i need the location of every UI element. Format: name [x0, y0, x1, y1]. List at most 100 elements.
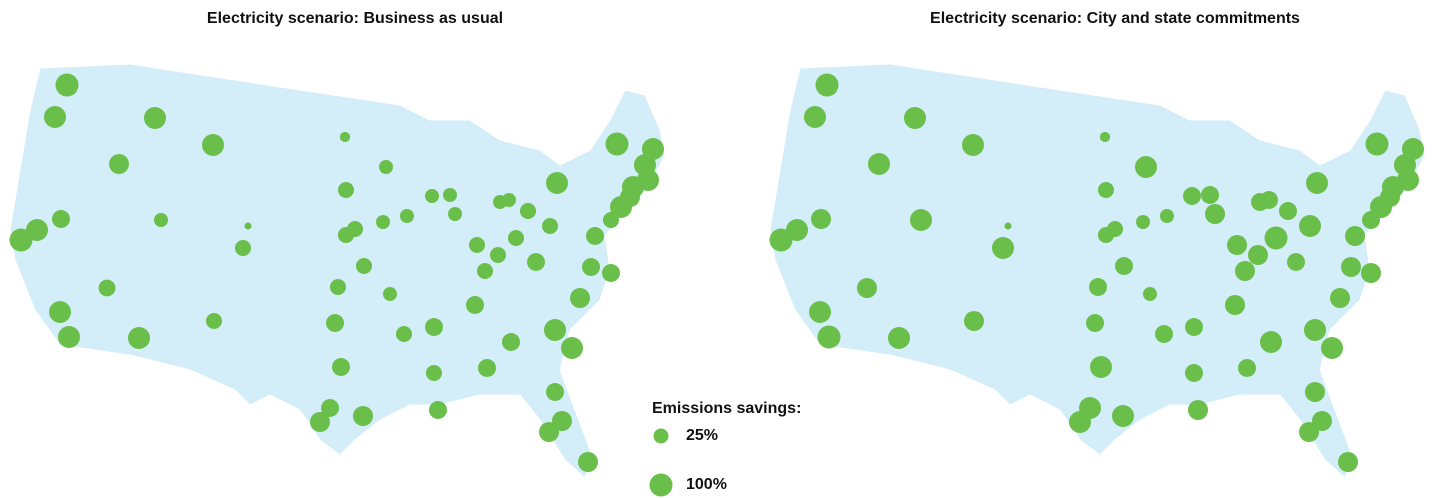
site-bubble — [1312, 411, 1332, 431]
site-bubble — [903, 106, 927, 130]
legend-bubble — [653, 428, 669, 444]
site-bubble — [991, 236, 1015, 260]
site-bubble — [476, 262, 494, 280]
site-bubble — [52, 210, 70, 228]
legend-label: 25% — [686, 427, 718, 444]
site-bubble — [539, 422, 559, 442]
site-bubble — [552, 411, 572, 431]
site-bubble — [244, 222, 252, 230]
site-bubble — [466, 296, 484, 314]
site-bubble — [337, 226, 355, 244]
site-bubble — [1320, 336, 1344, 360]
site-bubble — [605, 132, 629, 156]
site-bubble — [448, 207, 462, 221]
site-bubble — [478, 359, 496, 377]
site-bubble — [1097, 181, 1115, 199]
site-bubble — [379, 160, 393, 174]
site-bubble — [1201, 186, 1219, 204]
site-bubble — [1264, 226, 1288, 250]
site-bubble — [1259, 330, 1283, 354]
site-bubble — [1205, 204, 1225, 224]
site-bubble — [201, 133, 225, 157]
site-bubble — [519, 202, 537, 220]
site-bubble — [1298, 214, 1322, 238]
site-bubble — [867, 152, 891, 176]
site-bubble — [400, 209, 414, 223]
site-bubble — [1097, 226, 1115, 244]
site-bubble — [578, 452, 598, 472]
site-bubble — [425, 364, 443, 382]
site-bubble — [55, 73, 79, 97]
site-bubble — [1086, 314, 1104, 332]
site-bubble — [560, 336, 584, 360]
site-bubble — [507, 229, 525, 247]
site-bubble — [769, 228, 793, 252]
site-bubble — [582, 258, 600, 276]
site-bubble — [1248, 245, 1268, 265]
site-bubble — [1341, 257, 1361, 277]
site-bubble — [1111, 404, 1135, 428]
site-bubble — [1303, 318, 1327, 342]
site-bubble — [546, 383, 564, 401]
site-bubble — [541, 217, 559, 235]
site-bubble — [1305, 171, 1329, 195]
site-bubble — [1365, 132, 1389, 156]
site-bubble — [376, 215, 390, 229]
site-bubble — [1155, 325, 1173, 343]
site-bubble — [443, 188, 457, 202]
site-bubble — [310, 412, 330, 432]
site-bubble — [502, 333, 520, 351]
site-bubble — [857, 278, 877, 298]
site-bubble — [1361, 263, 1381, 283]
site-bubble — [1136, 215, 1150, 229]
site-bubble — [43, 105, 67, 129]
site-bubble — [1279, 202, 1297, 220]
site-bubble — [143, 106, 167, 130]
site-bubble — [329, 278, 347, 296]
site-bubble — [1330, 288, 1350, 308]
map-title: Electricity scenario: City and state com… — [930, 10, 1300, 27]
site-bubble — [1225, 295, 1245, 315]
site-bubble — [425, 189, 439, 203]
site-bubble — [1305, 382, 1325, 402]
site-bubble — [339, 131, 351, 143]
site-bubble — [332, 358, 350, 376]
site-bubble — [543, 318, 567, 342]
site-bubble — [1345, 226, 1365, 246]
site-bubble — [815, 73, 839, 97]
site-bubble — [395, 325, 413, 343]
site-bubble — [887, 326, 911, 350]
site-bubble — [109, 154, 129, 174]
site-bubble — [609, 195, 633, 219]
site-bubble — [570, 288, 590, 308]
site-bubble — [1004, 222, 1012, 230]
site-bubble — [602, 264, 620, 282]
site-bubble — [1227, 235, 1247, 255]
site-bubble — [234, 239, 252, 257]
site-bubble — [1068, 410, 1092, 434]
site-bubble — [1260, 191, 1278, 209]
site-bubble — [468, 236, 486, 254]
legend-bubble — [649, 473, 673, 497]
legend-title: Emissions savings: — [652, 400, 801, 417]
site-bubble — [1134, 155, 1158, 179]
site-bubble — [425, 318, 443, 336]
site-bubble — [429, 401, 447, 419]
site-bubble — [326, 314, 344, 332]
site-bubble — [154, 213, 168, 227]
site-bubble — [9, 228, 33, 252]
site-bubble — [1099, 131, 1111, 143]
site-bubble — [1235, 261, 1255, 281]
site-bubble — [57, 325, 81, 349]
site-bubble — [127, 326, 151, 350]
site-bubble — [98, 279, 116, 297]
site-bubble — [205, 312, 223, 330]
site-bubble — [811, 209, 831, 229]
site-bubble — [1143, 287, 1157, 301]
legend-label: 100% — [686, 476, 727, 493]
site-bubble — [1115, 257, 1133, 275]
site-bubble — [1188, 400, 1208, 420]
site-bubble — [1089, 355, 1113, 379]
site-bubble — [1287, 253, 1305, 271]
